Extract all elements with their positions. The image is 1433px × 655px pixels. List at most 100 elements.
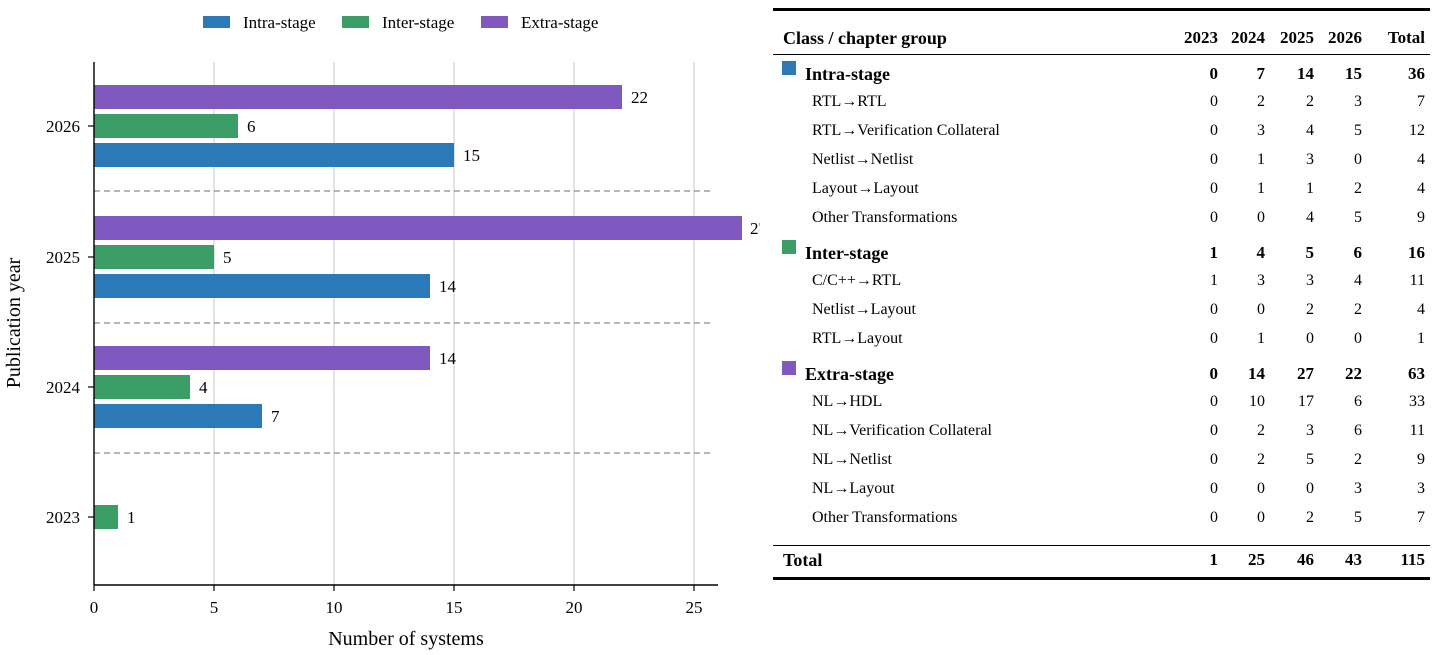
bar-inter-stage xyxy=(94,114,238,138)
cell-value: 12 xyxy=(1409,122,1425,139)
row-label: NL→Verification Collateral xyxy=(812,422,992,439)
cell-value: 0 xyxy=(1210,301,1218,318)
table-row: Other Transformations 0 0 2 5 7 xyxy=(773,505,1430,531)
cell-value: 14 xyxy=(1248,364,1265,383)
cell-value: 0 xyxy=(1210,209,1218,226)
cell-value: 3 xyxy=(1306,272,1314,289)
row-label: Netlist→Netlist xyxy=(812,151,914,168)
row-label: Layout→Layout xyxy=(812,180,919,197)
bar-intra-stage xyxy=(94,274,430,298)
y-tick-label: 2026 xyxy=(46,117,80,136)
cell-value: 0 xyxy=(1257,480,1265,497)
cell-value: 2 xyxy=(1306,301,1314,318)
cell-value: 0 xyxy=(1306,330,1314,347)
table-row: Other Transformations 0 0 4 5 9 xyxy=(773,205,1430,231)
cell-value: 5 xyxy=(1354,509,1362,526)
cell-value: 2025 xyxy=(1280,28,1314,47)
table-row: NL→HDL 0 10 17 6 33 xyxy=(773,389,1430,415)
cell-value: 2 xyxy=(1354,301,1362,318)
cell-value: 4 xyxy=(1306,122,1314,139)
x-tick-label: 15 xyxy=(446,598,463,617)
cell-value: 17 xyxy=(1298,393,1314,410)
table-rule xyxy=(773,54,1430,55)
data-label: 6 xyxy=(247,117,256,136)
x-tick-label: 10 xyxy=(326,598,343,617)
y-tick-label: 2024 xyxy=(46,378,81,397)
row-label: RTL→Layout xyxy=(812,330,903,347)
cell-value: 1 xyxy=(1209,550,1219,569)
group-row: Extra-stage 0 14 27 22 63 xyxy=(773,361,1430,387)
data-label: 22 xyxy=(631,88,648,107)
cell-value: 0 xyxy=(1210,509,1218,526)
cell-value: 4 xyxy=(1417,301,1425,318)
cell-value: 9 xyxy=(1417,451,1425,468)
y-tick-label: 2023 xyxy=(46,508,80,527)
bar-intra-stage xyxy=(94,143,454,167)
cell-value: 2023 xyxy=(1184,28,1218,47)
row-label: NL→HDL xyxy=(812,393,883,410)
bar-chart: 2261520262751420251447202412023051015202… xyxy=(3,13,760,650)
table-row: NL→Netlist 0 2 5 2 9 xyxy=(773,447,1430,473)
cell-value: 4 xyxy=(1306,209,1314,226)
y-tick-label: 2025 xyxy=(46,248,80,267)
cell-value: 0 xyxy=(1257,509,1265,526)
cell-value: 2 xyxy=(1257,451,1265,468)
row-label: NL→Netlist xyxy=(812,451,892,468)
group-color-swatch xyxy=(782,361,796,375)
row-label: Total xyxy=(783,550,823,570)
cell-value: 1 xyxy=(1417,330,1425,347)
legend-swatch-inter-stage xyxy=(342,16,369,28)
cell-value: 1 xyxy=(1306,180,1314,197)
cell-value: 15 xyxy=(1345,64,1362,83)
cell-value: 2 xyxy=(1354,451,1362,468)
cell-value: 0 xyxy=(1210,151,1218,168)
x-axis-label: Number of systems xyxy=(328,628,484,650)
cell-value: Total xyxy=(1387,28,1425,47)
cell-value: 6 xyxy=(1354,422,1362,439)
row-label: RTL→RTL xyxy=(812,93,887,110)
y-axis-label: Publication year xyxy=(3,257,25,388)
row-label: Class / chapter group xyxy=(783,28,947,48)
table-row: NL→Verification Collateral 0 2 3 6 11 xyxy=(773,418,1430,444)
cell-value: 27 xyxy=(1297,364,1314,383)
row-label: Inter-stage xyxy=(805,243,889,263)
cell-value: 43 xyxy=(1345,550,1362,569)
cell-value: 2 xyxy=(1306,93,1314,110)
cell-value: 7 xyxy=(1417,93,1425,110)
data-label: 4 xyxy=(199,378,208,397)
row-label: NL→Layout xyxy=(812,480,895,497)
cell-value: 2024 xyxy=(1231,28,1265,47)
bar-extra-stage xyxy=(94,216,742,240)
legend-label: Extra-stage xyxy=(521,13,598,32)
table-row: RTL→Layout 0 1 0 0 1 xyxy=(773,326,1430,352)
row-label: C/C++→RTL xyxy=(812,272,902,289)
cell-value: 5 xyxy=(1354,122,1362,139)
data-label: 5 xyxy=(223,248,232,267)
cell-value: 5 xyxy=(1306,451,1314,468)
cell-value: 0 xyxy=(1210,330,1218,347)
cell-value: 0 xyxy=(1210,393,1218,410)
cell-value: 0 xyxy=(1210,422,1218,439)
cell-value: 3 xyxy=(1354,93,1362,110)
cell-value: 11 xyxy=(1409,422,1425,439)
x-tick-label: 20 xyxy=(566,598,583,617)
cell-value: 0 xyxy=(1210,451,1218,468)
table-rule xyxy=(773,577,1430,580)
x-tick-label: 0 xyxy=(90,598,99,617)
cell-value: 0 xyxy=(1209,64,1219,83)
table-row: RTL→RTL 0 2 2 3 7 xyxy=(773,89,1430,115)
group-color-swatch xyxy=(782,61,796,75)
cell-value: 3 xyxy=(1306,422,1314,439)
cell-value: 33 xyxy=(1409,393,1425,410)
cell-value: 3 xyxy=(1257,122,1265,139)
cell-value: 3 xyxy=(1257,272,1265,289)
cell-value: 3 xyxy=(1354,480,1362,497)
row-label: Extra-stage xyxy=(805,364,894,384)
table-row: NL→Layout 0 0 0 3 3 xyxy=(773,476,1430,502)
legend-swatch-intra-stage xyxy=(203,16,230,28)
cell-value: 1 xyxy=(1257,151,1265,168)
data-label: 27 xyxy=(750,219,760,238)
cell-value: 2026 xyxy=(1328,28,1362,47)
cell-value: 4 xyxy=(1354,272,1362,289)
cell-value: 0 xyxy=(1354,151,1362,168)
